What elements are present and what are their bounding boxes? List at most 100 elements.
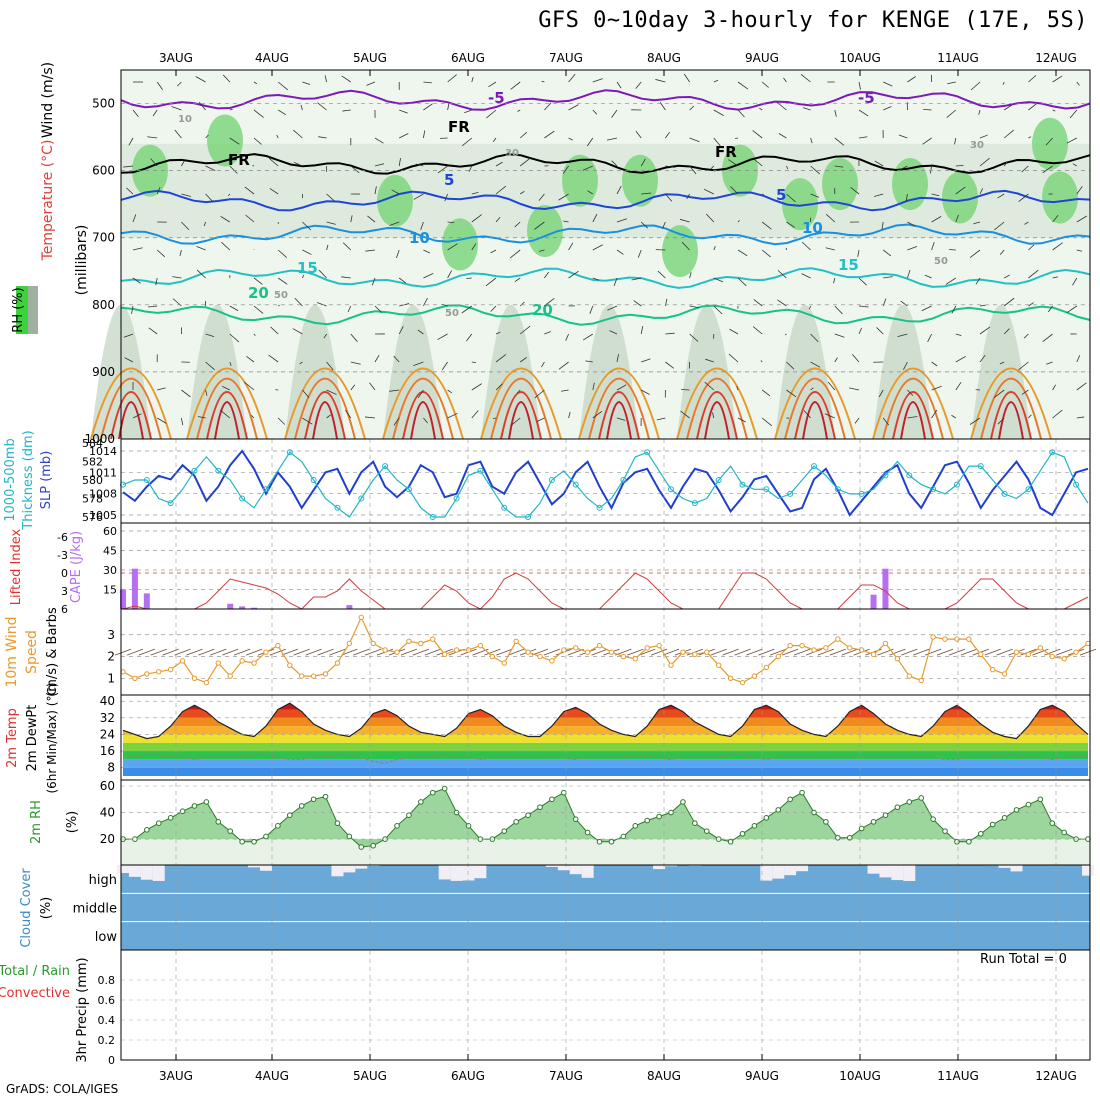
wind-barb [277, 81, 289, 91]
thickness-point [1025, 486, 1032, 493]
rh2m-point [465, 823, 472, 829]
cloud-gap [152, 865, 165, 881]
wind-barb [955, 333, 962, 337]
wind-barb [754, 159, 763, 167]
rh2m-unit-label: (%) [65, 811, 80, 834]
wind-barb-10m [782, 648, 799, 656]
rh2m-point [132, 836, 138, 842]
wind-barb-10m [484, 648, 501, 656]
wind-barb [1052, 215, 1059, 223]
wind-barb [317, 102, 327, 111]
cloud-gap [569, 865, 582, 875]
rh2m-point [298, 803, 305, 809]
rh2m-point [823, 819, 829, 825]
warm-contour [90, 367, 172, 440]
slp-ytick: 1008 [89, 488, 117, 501]
wind-barb [568, 104, 579, 111]
wind-speed-point [346, 640, 353, 647]
wind-barb [679, 218, 690, 223]
wind-barb [172, 276, 182, 279]
wind-barb [245, 214, 255, 223]
wind-barb [703, 188, 714, 195]
rh2m-point [215, 819, 222, 825]
wind-barb [637, 249, 642, 258]
wind-speed-point [751, 673, 758, 679]
rh2m-point [1049, 820, 1056, 826]
wind-barb [1028, 75, 1037, 83]
wind-barb [302, 81, 311, 85]
wind-barb [1052, 109, 1056, 112]
wind-barb [882, 417, 890, 426]
cloud-gap [128, 865, 141, 877]
temp-ytick: 8 [107, 761, 115, 775]
millibars-axis-label: (millibars) [74, 225, 90, 296]
wind-barb [924, 274, 932, 279]
wind-barb [786, 389, 797, 398]
wind-barb [613, 277, 618, 287]
wind-ytick: 1 [107, 671, 115, 685]
wind-speed-point [275, 642, 281, 649]
wind-barb [931, 242, 935, 251]
temp-ytick: 24 [100, 727, 115, 741]
wind-barb [905, 193, 908, 203]
cape-bar [882, 568, 889, 609]
wind-barb [665, 131, 670, 139]
thickness-axis-label: Thickness (dm) [21, 430, 36, 530]
cloud-gap [796, 865, 809, 872]
thickness-point [644, 449, 651, 456]
wind-speed-point [310, 673, 317, 679]
top-date-label: 5AUG [353, 51, 387, 65]
rh2m-point [525, 812, 531, 819]
wind-barb-10m [412, 648, 429, 656]
wind-barb-10m [317, 648, 334, 656]
rh2m-point [346, 833, 353, 840]
rh2m-point [1037, 796, 1044, 803]
wind-barb [927, 333, 932, 343]
wind-speed-point [287, 662, 293, 668]
slp-ytick: 1005 [89, 509, 117, 522]
thickness-point [787, 490, 794, 497]
wind-barb [488, 81, 497, 88]
wind-barb [132, 247, 143, 251]
wind-speed-point [203, 679, 210, 686]
cape-bar [251, 607, 258, 609]
wind-speed-point [322, 671, 329, 677]
wind-speed-point [1073, 649, 1079, 655]
wind-barb [784, 333, 787, 336]
wind-barb-10m [365, 648, 382, 656]
wind-barb [713, 277, 724, 283]
wind-barb [471, 361, 477, 363]
wind-barb [689, 305, 699, 308]
cloud-gap [665, 865, 678, 867]
wind-barb [326, 193, 336, 203]
wind-barb [423, 297, 428, 307]
wind-barb-10m [960, 648, 978, 656]
thickness-point [501, 504, 508, 511]
temp-band [123, 734, 1088, 743]
warm-contour [696, 391, 738, 440]
wind-barb [949, 249, 956, 251]
wind-barb [437, 333, 448, 340]
wind-barb [568, 270, 579, 279]
wind-speed-point [620, 653, 627, 660]
wind-barb [155, 277, 158, 286]
wind-speed-point [1061, 656, 1067, 662]
wind-barb [1046, 361, 1053, 365]
rh-ytick: 20 [100, 832, 115, 846]
wind-barb [423, 273, 434, 279]
wind-barb [538, 249, 545, 252]
wind-barb [558, 361, 569, 370]
wind-barb [1052, 409, 1063, 419]
wind-barb [903, 361, 908, 370]
rh2m-point [501, 828, 508, 834]
wind-barb [931, 361, 938, 367]
wind-barb [665, 193, 673, 202]
wind-barb-10m [269, 648, 287, 656]
bottom-date-label: 3AUG [159, 1069, 193, 1083]
wind-barb [1042, 165, 1053, 174]
wind-barb [205, 193, 214, 203]
wind-barb [299, 361, 303, 365]
wind-speed-point [584, 649, 591, 655]
wind-speed-point [811, 647, 817, 653]
wind-barb [156, 81, 163, 90]
